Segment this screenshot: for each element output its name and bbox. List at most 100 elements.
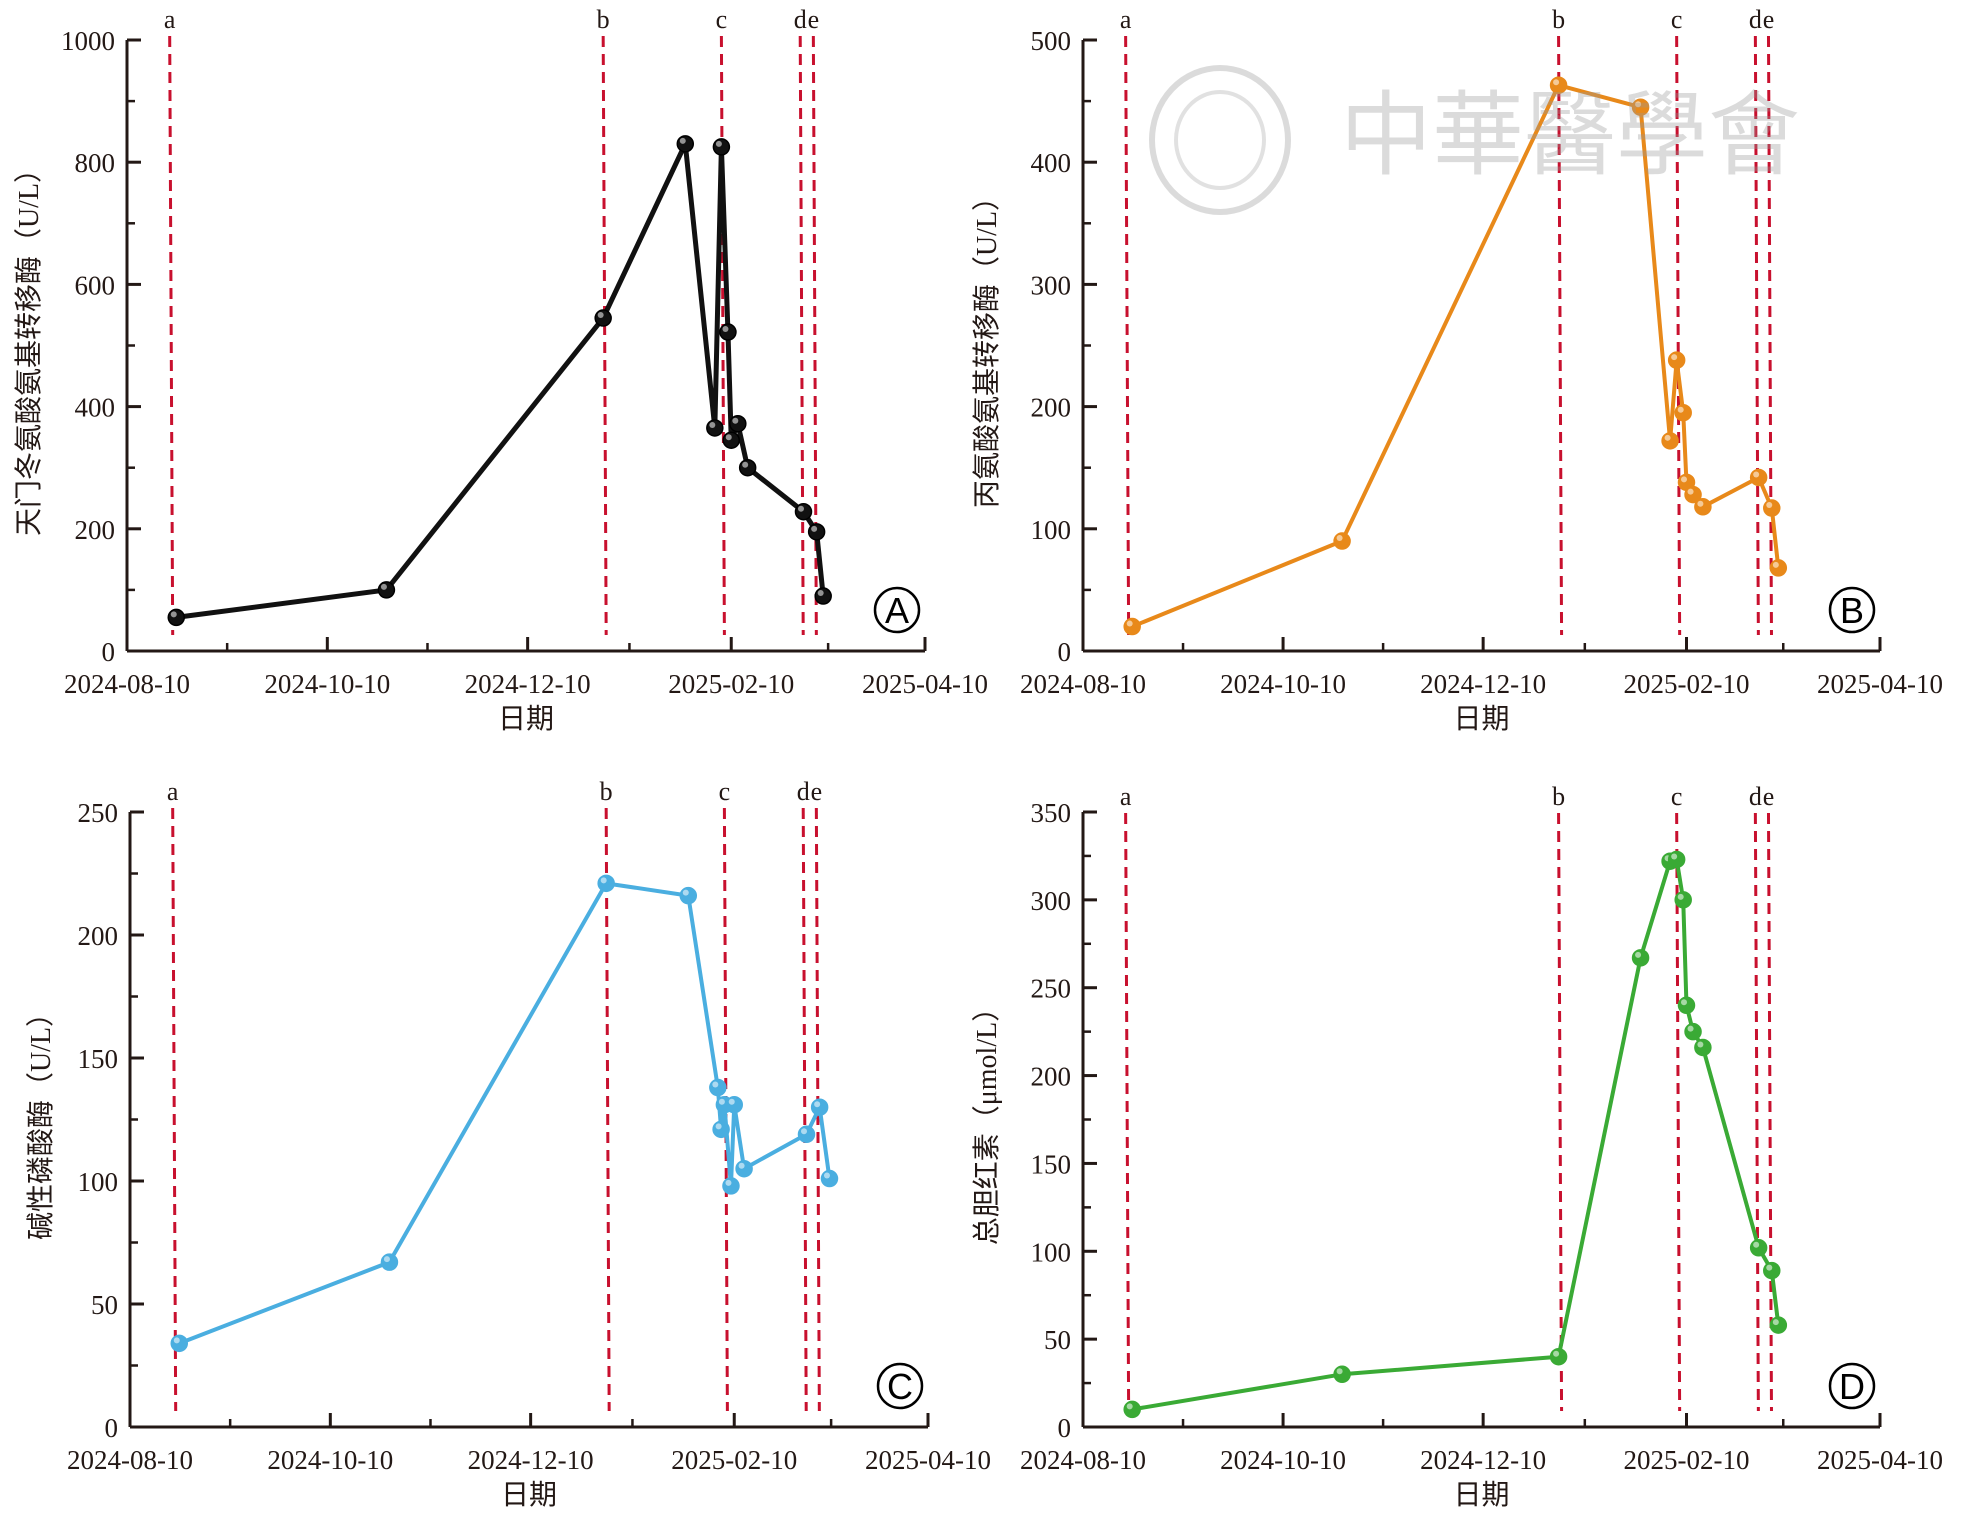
data-point-highlight	[718, 1098, 725, 1105]
data-point-highlight	[1766, 1264, 1773, 1271]
event-label-c: c	[1671, 5, 1683, 34]
data-point	[820, 1169, 839, 1188]
data-point	[1769, 559, 1788, 577]
watermark: 中華醫學會	[1140, 55, 1920, 225]
y-axis-title: 碱性磷酸酶（U/L）	[25, 999, 57, 1240]
data-point	[719, 323, 737, 341]
event-label-b: b	[600, 777, 613, 806]
data-point-highlight	[1680, 476, 1687, 483]
panel-letter-circle	[1828, 1362, 1876, 1410]
data-point-highlight	[817, 590, 824, 597]
y-tick-label: 350	[1031, 798, 1072, 828]
y-tick-label: 250	[1031, 974, 1072, 1004]
event-label-e: e	[1763, 782, 1775, 811]
data-point-highlight	[715, 140, 722, 147]
event-label-d: d	[1749, 5, 1762, 34]
data-point-highlight	[728, 1098, 735, 1105]
data-point	[712, 138, 731, 156]
y-tick-label: 200	[1031, 393, 1072, 423]
event-line-c	[1675, 812, 1682, 1412]
data-point	[725, 1095, 743, 1114]
panel-letter-circle	[876, 1362, 924, 1410]
data-point-highlight	[682, 889, 689, 896]
data-point	[679, 886, 698, 905]
data-point-highlight	[725, 434, 732, 441]
event-label-a: a	[1120, 782, 1132, 811]
data-point	[676, 135, 695, 153]
event-line-c	[722, 807, 729, 1412]
data-point	[738, 458, 757, 477]
data-point	[1667, 351, 1686, 369]
data-point	[1333, 1365, 1351, 1384]
data-point-highlight	[173, 1337, 180, 1344]
x-axis-title: 日期	[1453, 1480, 1509, 1511]
series-line	[1131, 857, 1781, 1412]
watermark-text: 中華醫學會	[1340, 85, 1800, 187]
data-point-highlight	[1677, 893, 1684, 900]
data-point-highlight	[742, 461, 749, 468]
data-point-highlight	[1635, 951, 1642, 958]
event-line-b	[1557, 35, 1564, 636]
event-label-b: b	[597, 5, 610, 34]
event-label-d: d	[797, 777, 810, 806]
data-point	[729, 414, 747, 433]
y-tick-label: 150	[78, 1044, 119, 1074]
data-point	[1333, 532, 1351, 550]
data-point	[814, 587, 832, 605]
data-point	[1123, 617, 1141, 636]
panel-a: 0 200 400 600 800 1000 2024-08-10 2024-10-10 202…	[13, 5, 988, 735]
y-tick-label: 0	[105, 1413, 119, 1443]
data-point	[594, 309, 612, 327]
data-point-highlight	[1766, 502, 1773, 509]
x-tick-label: 2025-04-10	[862, 669, 988, 699]
event-label-e: e	[811, 777, 823, 806]
y-tick-label: 250	[78, 798, 119, 828]
y-tick-label: 1000	[61, 26, 115, 56]
data-point-highlight	[1336, 535, 1343, 542]
series-line	[178, 881, 832, 1346]
data-point	[1763, 1261, 1781, 1280]
data-point-highlight	[797, 505, 804, 512]
event-line-c	[719, 35, 726, 636]
data-point	[794, 502, 813, 521]
data-point-highlight	[1553, 1350, 1560, 1357]
data-point	[377, 581, 396, 599]
event-line-d	[798, 35, 805, 636]
data-point	[1694, 498, 1712, 516]
x-tick-label: 2024-08-10	[64, 669, 190, 699]
panel-letter: D	[1839, 1366, 1865, 1407]
event-line-d	[1753, 812, 1760, 1412]
y-tick-label: 300	[1031, 886, 1072, 916]
event-label-a: a	[1120, 5, 1132, 34]
x-tick-label: 2025-04-10	[865, 1445, 991, 1475]
event-label-b: b	[1552, 782, 1565, 811]
x-axis-title: 日期	[498, 704, 554, 735]
event-label-c: c	[1671, 782, 1683, 811]
data-point-highlight	[1635, 101, 1642, 108]
event-label-c: c	[716, 5, 728, 34]
panel-b: 0 100 200 300 400 500 2024-08-10 2024-10-10 2024…	[971, 5, 1943, 735]
x-tick-label: 2024-10-10	[1220, 669, 1346, 699]
x-tick-label: 2024-10-10	[1220, 1445, 1346, 1475]
data-point	[1763, 499, 1781, 517]
x-tick-label: 2025-02-10	[668, 669, 794, 699]
data-point-highlight	[732, 417, 739, 424]
data-point	[1749, 1239, 1768, 1257]
data-point-highlight	[814, 1101, 821, 1108]
event-line-e	[1766, 35, 1773, 636]
y-tick-label: 0	[1058, 637, 1072, 667]
event-line-a	[1124, 812, 1131, 1412]
x-tick-label: 2024-10-10	[264, 669, 390, 699]
data-point	[597, 874, 615, 893]
x-tick-label: 2025-04-10	[1817, 669, 1943, 699]
data-point	[1631, 949, 1650, 967]
x-axis-title: 日期	[501, 1480, 557, 1511]
event-line-c	[1675, 35, 1682, 636]
y-tick-label: 50	[1044, 1325, 1071, 1355]
event-line-b	[601, 35, 608, 636]
data-point-highlight	[800, 1128, 807, 1135]
x-tick-label: 2024-12-10	[1420, 1445, 1546, 1475]
data-point-highlight	[715, 1123, 722, 1130]
data-point	[1674, 403, 1692, 422]
event-line-d	[801, 807, 808, 1412]
